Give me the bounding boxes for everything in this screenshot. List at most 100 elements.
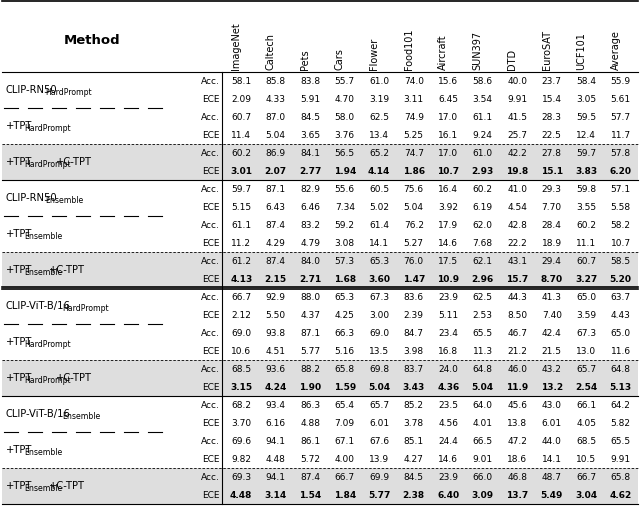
Text: 4.79: 4.79	[300, 238, 320, 247]
Text: 57.3: 57.3	[335, 257, 355, 266]
Text: ECE: ECE	[202, 310, 220, 319]
Text: 21.5: 21.5	[541, 346, 562, 355]
Text: 64.2: 64.2	[611, 401, 630, 410]
Text: 58.2: 58.2	[611, 221, 631, 230]
Text: 6.45: 6.45	[438, 94, 458, 103]
Text: ECE: ECE	[202, 274, 220, 283]
Text: 84.5: 84.5	[404, 473, 424, 482]
Text: 10.7: 10.7	[611, 238, 631, 247]
Text: Ensemble: Ensemble	[24, 448, 62, 457]
Text: 93.6: 93.6	[266, 365, 286, 374]
Text: 64.0: 64.0	[473, 401, 493, 410]
Text: 1.47: 1.47	[403, 274, 425, 283]
Text: 56.5: 56.5	[335, 149, 355, 158]
Text: HardPrompt: HardPrompt	[24, 160, 70, 169]
Text: 3.76: 3.76	[335, 130, 355, 139]
Text: 6.40: 6.40	[437, 490, 460, 499]
Text: 7.68: 7.68	[473, 238, 493, 247]
Text: SUN397: SUN397	[473, 31, 483, 70]
Text: 3.04: 3.04	[575, 490, 597, 499]
Text: Acc.: Acc.	[201, 149, 220, 158]
Text: 8.70: 8.70	[541, 274, 563, 283]
Text: ECE: ECE	[202, 166, 220, 175]
Text: 69.9: 69.9	[369, 473, 389, 482]
Text: 2.39: 2.39	[404, 310, 424, 319]
Text: 3.55: 3.55	[576, 202, 596, 211]
Text: 7.70: 7.70	[541, 202, 562, 211]
Text: ECE: ECE	[202, 490, 220, 499]
Text: 66.7: 66.7	[576, 473, 596, 482]
Text: HardPrompt: HardPrompt	[24, 340, 70, 349]
Text: 3.27: 3.27	[575, 274, 597, 283]
Text: +C-TPT: +C-TPT	[56, 157, 92, 167]
Text: 2.53: 2.53	[473, 310, 493, 319]
Text: 4.36: 4.36	[437, 382, 460, 391]
Text: 68.5: 68.5	[576, 437, 596, 446]
Text: 24.0: 24.0	[438, 365, 458, 374]
Text: 2.07: 2.07	[265, 166, 287, 175]
Text: 15.4: 15.4	[541, 94, 562, 103]
Text: 9.91: 9.91	[611, 454, 631, 463]
Text: 55.7: 55.7	[335, 77, 355, 86]
Text: Acc.: Acc.	[201, 401, 220, 410]
Text: 4.33: 4.33	[266, 94, 285, 103]
Text: 85.2: 85.2	[404, 401, 424, 410]
Text: 4.56: 4.56	[438, 418, 458, 427]
Text: 64.8: 64.8	[611, 365, 631, 374]
Text: 5.27: 5.27	[404, 238, 424, 247]
Text: 86.1: 86.1	[300, 437, 320, 446]
Text: 5.77: 5.77	[300, 346, 320, 355]
Text: 1.54: 1.54	[299, 490, 321, 499]
Text: 62.1: 62.1	[473, 257, 493, 266]
Text: 3.60: 3.60	[368, 274, 390, 283]
Text: 2.09: 2.09	[231, 94, 252, 103]
Text: CLIP-ViT-B/16: CLIP-ViT-B/16	[6, 301, 71, 311]
Text: 22.2: 22.2	[508, 238, 527, 247]
Text: 59.2: 59.2	[335, 221, 355, 230]
Text: 43.2: 43.2	[542, 365, 562, 374]
Text: 55.6: 55.6	[335, 185, 355, 194]
Text: 83.2: 83.2	[300, 221, 320, 230]
Text: 65.5: 65.5	[473, 329, 493, 338]
Text: 57.7: 57.7	[611, 113, 631, 122]
Text: 13.9: 13.9	[369, 454, 389, 463]
Text: 6.16: 6.16	[266, 418, 286, 427]
Text: Caltech: Caltech	[266, 33, 276, 70]
Text: 4.62: 4.62	[610, 490, 632, 499]
Text: 46.0: 46.0	[508, 365, 527, 374]
Text: 58.1: 58.1	[231, 77, 252, 86]
Text: 60.5: 60.5	[369, 185, 389, 194]
Text: 40.0: 40.0	[508, 77, 527, 86]
Text: ECE: ECE	[202, 238, 220, 247]
Text: 65.7: 65.7	[369, 401, 389, 410]
Text: 61.2: 61.2	[231, 257, 252, 266]
Text: ECE: ECE	[202, 418, 220, 427]
Text: 67.1: 67.1	[335, 437, 355, 446]
Text: 3.11: 3.11	[404, 94, 424, 103]
Text: 13.4: 13.4	[369, 130, 389, 139]
Text: 3.92: 3.92	[438, 202, 458, 211]
Text: 16.4: 16.4	[438, 185, 458, 194]
Text: 65.7: 65.7	[576, 365, 596, 374]
Text: +TPT: +TPT	[6, 445, 33, 455]
Text: 7.40: 7.40	[541, 310, 562, 319]
Text: 42.8: 42.8	[508, 221, 527, 230]
Text: 87.1: 87.1	[300, 329, 320, 338]
Text: 11.6: 11.6	[611, 346, 631, 355]
Text: 47.2: 47.2	[508, 437, 527, 446]
Bar	[2, 360, 638, 396]
Text: 60.2: 60.2	[231, 149, 252, 158]
Text: 76.0: 76.0	[404, 257, 424, 266]
Text: Acc.: Acc.	[201, 293, 220, 302]
Text: Acc.: Acc.	[201, 257, 220, 266]
Text: 4.48: 4.48	[266, 454, 285, 463]
Text: Acc.: Acc.	[201, 185, 220, 194]
Text: 1.84: 1.84	[333, 490, 356, 499]
Text: 65.0: 65.0	[611, 329, 631, 338]
Text: 4.43: 4.43	[611, 310, 630, 319]
Text: 69.0: 69.0	[231, 329, 252, 338]
Text: 11.9: 11.9	[506, 382, 529, 391]
Text: 3.98: 3.98	[404, 346, 424, 355]
Text: Acc.: Acc.	[201, 77, 220, 86]
Text: 11.4: 11.4	[231, 130, 252, 139]
